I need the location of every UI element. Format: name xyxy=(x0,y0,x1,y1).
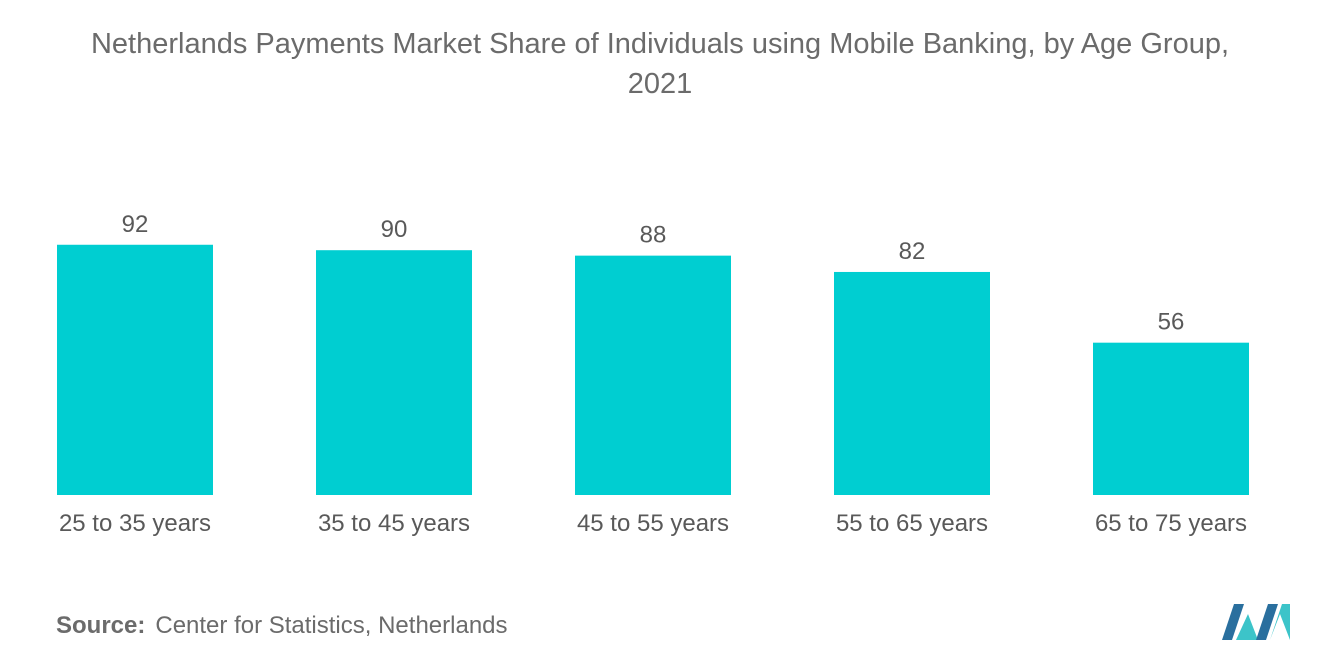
chart-title: Netherlands Payments Market Share of Ind… xyxy=(0,24,1320,104)
category-label-55-to-65-years: 55 to 65 years xyxy=(836,510,988,537)
bar-chart: 92 25 to 35 years 90 35 to 45 years 88 45 to … xyxy=(57,211,1249,537)
source-label: Source: xyxy=(56,612,146,639)
value-label-65-to-75-years: 56 xyxy=(1158,309,1185,336)
category-label-25-to-35-years: 25 to 35 years xyxy=(59,510,211,537)
category-label-35-to-45-years: 35 to 45 years xyxy=(318,510,470,537)
value-label-45-to-55-years: 88 xyxy=(640,222,667,249)
bar-55-to-65-years xyxy=(834,271,990,495)
brand-logo-icon xyxy=(1222,604,1290,640)
value-label-55-to-65-years: 82 xyxy=(899,238,926,265)
category-label-65-to-75-years: 65 to 75 years xyxy=(1095,510,1247,537)
value-label-35-to-45-years: 90 xyxy=(381,216,408,243)
source-note: Source: Center for Statistics, Netherland… xyxy=(56,612,508,640)
bar-25-to-35-years xyxy=(57,244,213,495)
value-label-25-to-35-years: 92 xyxy=(122,211,149,238)
bar-35-to-45-years xyxy=(316,250,472,495)
chart-title-line-1: Netherlands Payments Market Share of Ind… xyxy=(90,28,1230,60)
bar-45-to-55-years xyxy=(575,255,731,495)
category-label-45-to-55-years: 45 to 55 years xyxy=(577,510,729,537)
bar-65-to-75-years xyxy=(1093,342,1249,495)
source-text: Center for Statistics, Netherlands xyxy=(155,612,508,639)
chart-title-line-2: 2021 xyxy=(627,68,693,100)
